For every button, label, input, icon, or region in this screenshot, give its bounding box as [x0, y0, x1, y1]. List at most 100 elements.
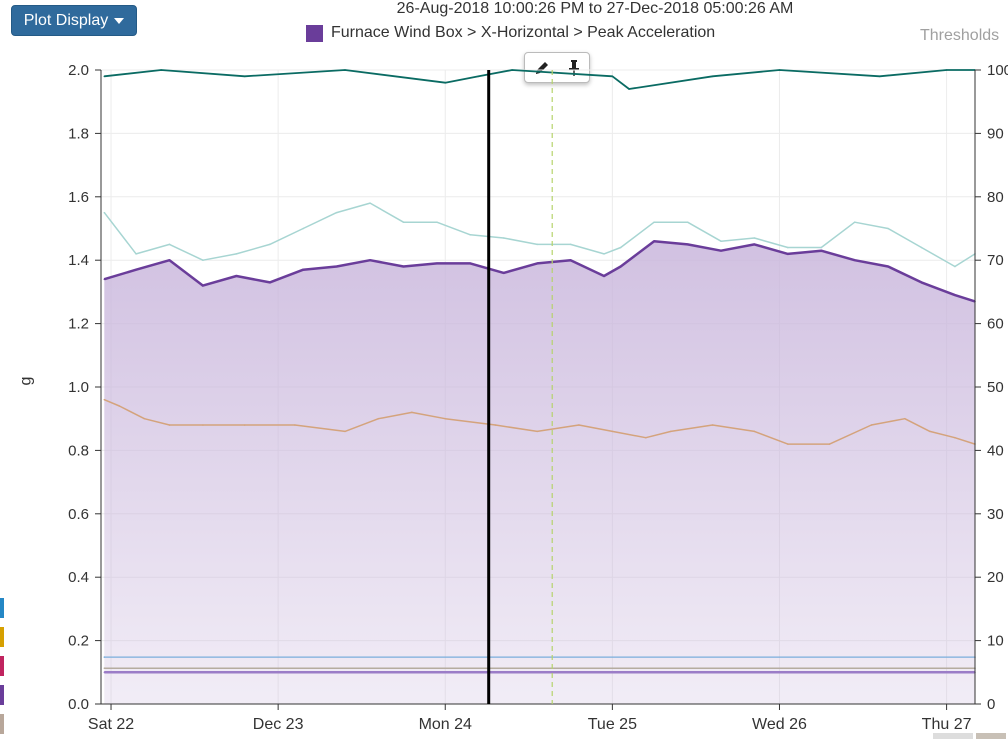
series-color-swatch[interactable] — [0, 685, 4, 705]
x-tick-label: Sat 22 — [88, 716, 134, 733]
data-point — [103, 398, 106, 401]
data-point — [787, 443, 789, 445]
series-color-swatch[interactable] — [0, 627, 4, 647]
y2-tick-label: 80 — [987, 189, 1004, 206]
data-point — [344, 430, 346, 433]
data-point — [103, 211, 106, 214]
data-point — [603, 275, 605, 277]
data-point — [235, 275, 238, 277]
series-tan[interactable] — [104, 399, 976, 445]
data-point — [569, 243, 572, 246]
y2-tick-label: 40 — [987, 442, 1004, 459]
data-point — [103, 671, 106, 674]
data-point — [720, 240, 722, 242]
series-dark-teal[interactable] — [104, 69, 975, 90]
data-point — [494, 424, 497, 426]
data-point — [578, 424, 580, 426]
data-point — [653, 240, 655, 242]
data-point — [436, 221, 438, 223]
y-tick-label: 0.4 — [68, 569, 89, 586]
data-point — [444, 81, 447, 84]
data-point — [644, 436, 647, 439]
y-tick-label: 1.4 — [68, 252, 89, 269]
y2-tick-label: 10 — [987, 633, 1004, 650]
data-point — [103, 75, 106, 78]
y-tick-label: 1.6 — [68, 189, 89, 206]
series-color-swatch[interactable] — [0, 598, 4, 618]
data-point — [628, 88, 630, 90]
data-point — [168, 243, 171, 246]
data-point — [778, 69, 781, 71]
data-point — [753, 243, 756, 246]
data-point — [135, 268, 137, 271]
y-tick-label: 0.8 — [68, 442, 89, 459]
data-point — [954, 294, 956, 296]
footer-stub-2 — [976, 733, 1006, 739]
data-point — [787, 253, 789, 255]
data-point — [904, 417, 906, 420]
y-tick-label: 1.2 — [68, 316, 89, 333]
data-point — [268, 281, 271, 284]
data-point — [569, 259, 572, 262]
data-point — [103, 656, 106, 658]
data-point — [787, 246, 789, 249]
data-point — [536, 262, 538, 265]
data-point — [619, 265, 622, 268]
data-point — [436, 262, 438, 265]
y2-axis-ticks: 0 10 20 30 40 50 60 70 80 90 100 — [975, 62, 1008, 713]
data-point — [369, 259, 371, 262]
data-point — [929, 430, 931, 433]
series-color-swatch[interactable] — [0, 714, 4, 734]
data-point — [753, 237, 756, 239]
legend-swatch — [306, 24, 323, 42]
data-point — [828, 443, 831, 445]
y2-tick-label: 30 — [987, 506, 1004, 523]
y-tick-label: 0.6 — [68, 506, 89, 523]
data-point — [920, 246, 923, 249]
data-point — [954, 436, 956, 439]
data-point — [268, 243, 271, 246]
data-point — [302, 268, 305, 271]
data-point — [335, 265, 338, 268]
pin-icon[interactable] — [567, 59, 581, 77]
data-point — [711, 75, 714, 78]
data-point — [670, 430, 672, 433]
data-point — [603, 253, 605, 255]
data-point — [168, 424, 171, 426]
data-point — [402, 265, 405, 268]
data-point — [335, 211, 338, 214]
y-tick-label: 1.0 — [68, 379, 89, 396]
data-point — [502, 272, 505, 274]
series-color-swatch[interactable] — [0, 656, 4, 676]
data-point — [118, 405, 121, 407]
y2-tick-label: 0 — [987, 696, 995, 713]
y2-tick-label: 100 — [987, 62, 1008, 79]
series-peak-acceleration[interactable] — [103, 239, 976, 303]
data-point — [235, 253, 238, 255]
data-point — [469, 234, 472, 236]
thresholds-link[interactable]: Thresholds — [920, 27, 1000, 44]
data-point — [954, 265, 956, 268]
data-point — [820, 246, 823, 249]
y2-tick-label: 60 — [987, 316, 1004, 333]
x-axis-ticks: Sat 22 Dec 23 Mon 24 Tue 25 Wed 26 Thu 27 — [88, 704, 972, 733]
y2-tick-label: 70 — [987, 252, 1004, 269]
data-point — [302, 227, 305, 230]
legend[interactable]: Furnace Wind Box > X-Horizontal > Peak A… — [306, 24, 715, 42]
plot-display-button[interactable]: Plot Display — [11, 5, 137, 36]
data-point — [611, 430, 614, 433]
series-light-teal[interactable] — [103, 202, 976, 268]
data-point — [202, 424, 204, 426]
data-point — [160, 69, 162, 71]
data-point — [444, 417, 447, 420]
data-point — [168, 259, 171, 262]
data-point — [477, 75, 480, 78]
data-point — [611, 75, 614, 78]
data-point — [243, 424, 246, 426]
y-tick-label: 0.0 — [68, 696, 89, 713]
data-point — [720, 249, 722, 252]
data-point — [369, 202, 371, 204]
x-tick-label: Dec 23 — [253, 716, 304, 733]
y-axis-ticks: 0.0 0.2 0.4 0.6 0.8 1.0 1.2 1.4 1.6 1.8 2.0 — [68, 62, 101, 713]
